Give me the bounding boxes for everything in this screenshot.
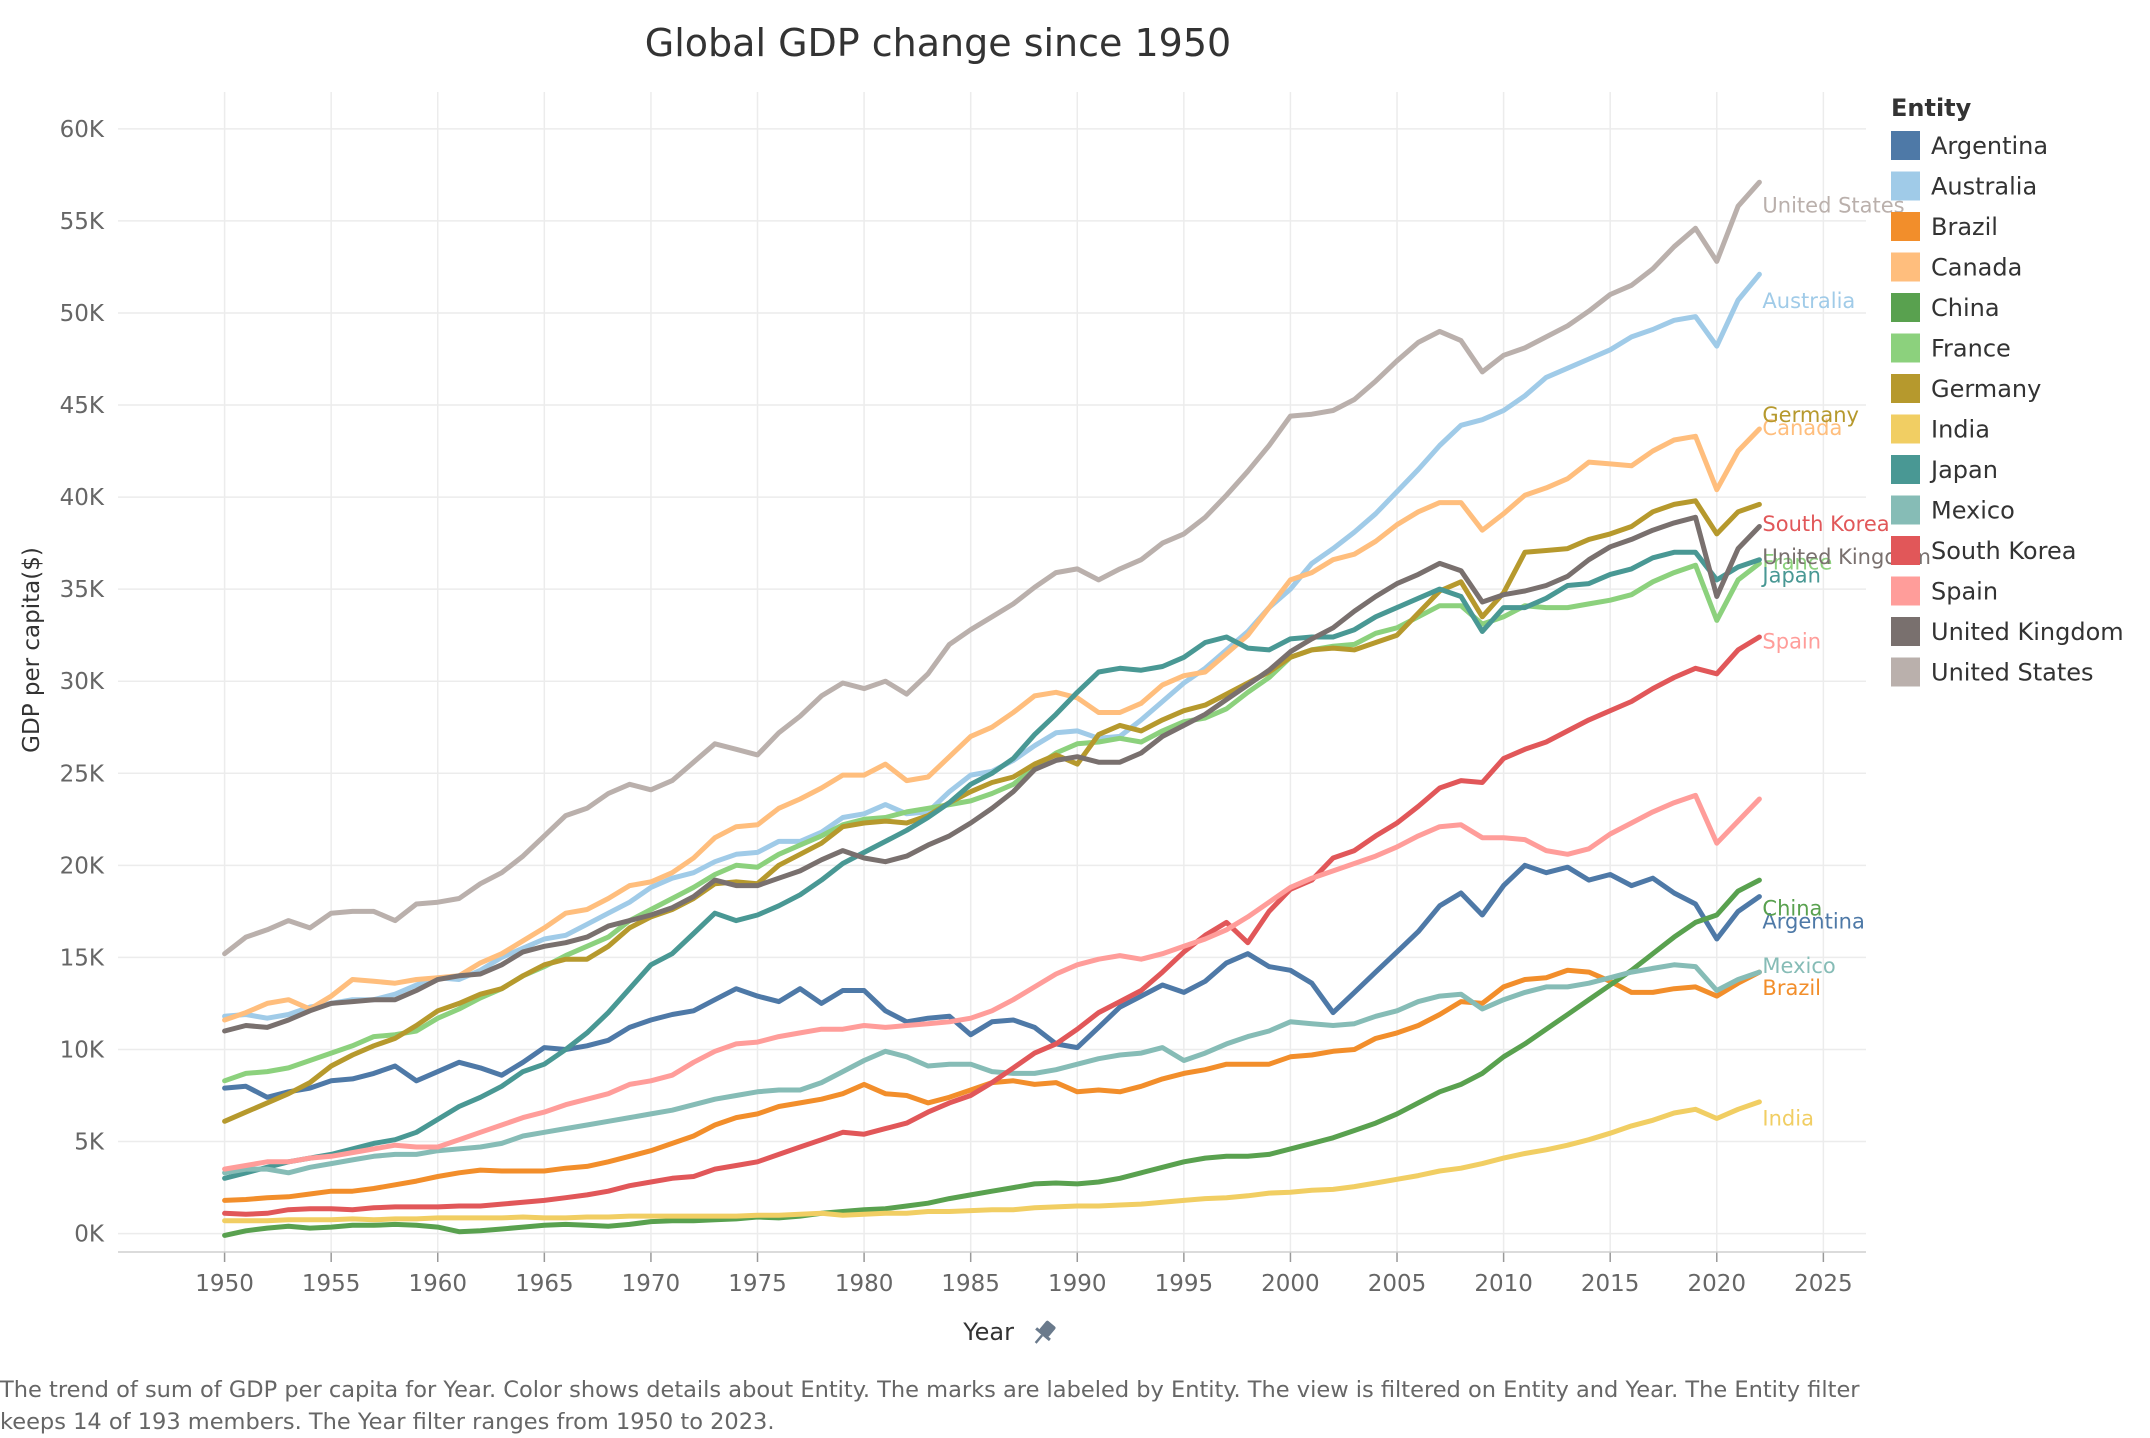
- legend-swatch[interactable]: [1891, 293, 1920, 322]
- legend-item-label[interactable]: Argentina: [1931, 132, 2048, 160]
- series-line-australia[interactable]: [222, 271, 1762, 1021]
- legend-item-label[interactable]: India: [1931, 416, 1990, 444]
- legend-swatch[interactable]: [1891, 576, 1920, 606]
- series-label-argentina: Argentina: [1762, 910, 1864, 934]
- x-tick-label: 1955: [302, 1271, 361, 1297]
- x-tick-label: 1985: [941, 1271, 1000, 1297]
- series-line-france[interactable]: [222, 560, 1762, 1084]
- y-tick-label: 0K: [74, 1222, 105, 1248]
- series-line-japan[interactable]: [222, 549, 1762, 1181]
- series-line-mexico[interactable]: [222, 962, 1762, 1176]
- series-lines: [222, 179, 1762, 1238]
- series-line-china[interactable]: [222, 877, 1762, 1238]
- legend-item-label[interactable]: Australia: [1931, 173, 2037, 201]
- legend-item-label[interactable]: United States: [1931, 659, 2094, 687]
- x-tick-label: 2020: [1688, 1271, 1747, 1297]
- axes: 0K 5K 10K 15K 20K 25K 30K 35K 40K 45K 50K 55K 60K 195…: [60, 117, 1866, 1297]
- series-label-canada: Canada: [1762, 416, 1842, 440]
- legend-swatch[interactable]: [1891, 455, 1920, 484]
- x-tick-label: 2005: [1368, 1271, 1427, 1297]
- y-tick-label: 45K: [60, 393, 105, 419]
- x-tick-label: 1965: [515, 1271, 574, 1297]
- y-tick-label: 30K: [60, 669, 105, 695]
- x-tick-label: 1960: [408, 1271, 467, 1297]
- legend-item-label[interactable]: Japan: [1929, 456, 1998, 484]
- x-tick-label: 2010: [1474, 1271, 1533, 1297]
- y-tick-label: 60K: [60, 117, 105, 143]
- series-line-india[interactable]: [222, 1099, 1762, 1224]
- x-axis-title: Year: [962, 1318, 1059, 1349]
- y-tick-label: 55K: [60, 209, 105, 235]
- legend-swatch[interactable]: [1891, 131, 1920, 160]
- legend-item-label[interactable]: United Kingdom: [1931, 618, 2124, 646]
- legend: Entity Argentina Australia Brazil Canada Chi…: [1891, 94, 2124, 687]
- legend-swatch[interactable]: [1891, 171, 1920, 201]
- legend-swatch[interactable]: [1891, 212, 1920, 241]
- legend-swatch[interactable]: [1891, 617, 1920, 646]
- legend-swatch[interactable]: [1891, 536, 1920, 565]
- legend-item-label[interactable]: Germany: [1931, 375, 2041, 403]
- legend-swatch[interactable]: [1891, 333, 1920, 363]
- series-line-united-states[interactable]: [222, 179, 1762, 957]
- legend-items: Argentina Australia Brazil Canada China Franc…: [1891, 131, 2124, 687]
- y-tick-label: 25K: [60, 761, 105, 787]
- y-tick-label: 10K: [60, 1037, 105, 1063]
- legend-swatch[interactable]: [1891, 374, 1920, 403]
- legend-item-label[interactable]: Mexico: [1931, 497, 2015, 525]
- series-label-brazil: Brazil: [1762, 976, 1821, 1000]
- y-tick-label: 20K: [60, 853, 105, 879]
- series-label-south-korea: South Korea: [1762, 512, 1889, 536]
- legend-item-label[interactable]: France: [1931, 335, 2011, 363]
- series-line-south-korea[interactable]: [222, 634, 1762, 1217]
- x-tick-label: 1990: [1048, 1271, 1107, 1297]
- x-tick-label: 1995: [1155, 1271, 1214, 1297]
- legend-swatch[interactable]: [1891, 657, 1920, 687]
- chart-caption: The trend of sum of GDP per capita for Y…: [0, 1377, 1860, 1435]
- chart-title: Global GDP change since 1950: [645, 21, 1231, 65]
- legend-swatch[interactable]: [1891, 252, 1920, 282]
- series-label-india: India: [1762, 1107, 1814, 1131]
- series-label-australia: Australia: [1762, 289, 1855, 313]
- y-tick-label: 50K: [60, 301, 105, 327]
- x-tick-label: 2025: [1794, 1271, 1853, 1297]
- series-line-argentina[interactable]: [222, 862, 1762, 1100]
- legend-item-label[interactable]: Brazil: [1931, 213, 1998, 241]
- legend-item-label[interactable]: China: [1931, 294, 2000, 322]
- series-label-mexico: Mexico: [1762, 954, 1835, 978]
- legend-item-label[interactable]: Spain: [1931, 578, 1998, 606]
- y-axis-label: GDP per capita($): [19, 547, 45, 753]
- legend-item-label[interactable]: Canada: [1931, 254, 2022, 282]
- pin-icon[interactable]: [1029, 1318, 1059, 1349]
- series-line-spain[interactable]: [222, 792, 1762, 1172]
- legend-swatch[interactable]: [1891, 495, 1920, 525]
- y-tick-label: 5K: [74, 1130, 105, 1156]
- series-label-china: China: [1762, 897, 1822, 921]
- series-label-japan: Japan: [1760, 563, 1821, 587]
- series-end-labels: Argentina Australia Brazil Canada China Franc…: [1760, 193, 1931, 1130]
- x-tick-label: 2015: [1581, 1271, 1640, 1297]
- y-tick-label: 35K: [60, 577, 105, 603]
- gridlines: [118, 92, 1866, 1252]
- x-tick-label: 1970: [622, 1271, 681, 1297]
- y-tick-label: 40K: [60, 485, 105, 511]
- legend-title: Entity: [1891, 94, 1972, 122]
- x-tick-label: 1980: [835, 1271, 894, 1297]
- series-label-spain: Spain: [1762, 630, 1821, 654]
- y-tick-label: 15K: [60, 945, 105, 971]
- x-tick-label: 2000: [1261, 1271, 1320, 1297]
- series-label-france: France: [1762, 551, 1832, 575]
- legend-item-label[interactable]: South Korea: [1931, 537, 2076, 565]
- x-tick-label: 1950: [195, 1271, 254, 1297]
- x-axis-label: Year: [962, 1318, 1014, 1346]
- legend-swatch[interactable]: [1891, 414, 1920, 444]
- series-label-united-states: United States: [1762, 193, 1904, 217]
- x-tick-label: 1975: [728, 1271, 787, 1297]
- series-line-canada[interactable]: [222, 426, 1762, 1023]
- series-line-united-kingdom[interactable]: [222, 514, 1762, 1034]
- series-label-germany: Germany: [1762, 403, 1859, 427]
